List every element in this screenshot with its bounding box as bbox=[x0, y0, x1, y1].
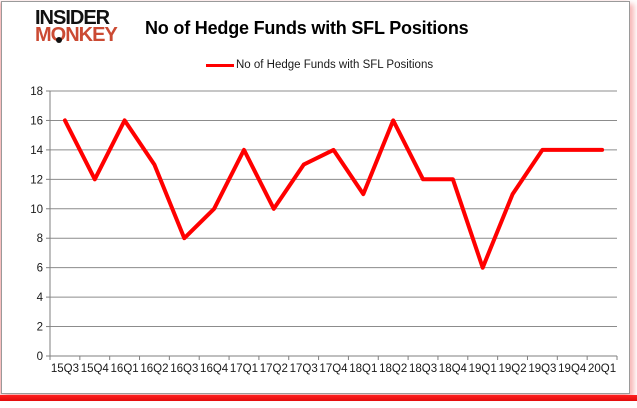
y-axis-label: 8 bbox=[37, 233, 43, 245]
x-axis-label: 19Q1 bbox=[469, 363, 497, 375]
x-axis-label: 18Q2 bbox=[379, 363, 407, 375]
series-line bbox=[62, 118, 605, 270]
chart-legend: No of Hedge Funds with SFL Positions bbox=[206, 59, 433, 71]
x-axis-label: 16Q4 bbox=[200, 363, 229, 375]
legend-label: No of Hedge Funds with SFL Positions bbox=[236, 59, 434, 71]
y-axis-label: 12 bbox=[30, 174, 43, 186]
y-axis-label: 16 bbox=[30, 115, 43, 127]
monkey-eye-icon bbox=[56, 37, 62, 43]
x-axis-label: 15Q4 bbox=[81, 363, 110, 375]
y-axis-label: 4 bbox=[37, 292, 44, 304]
x-axis-label: 16Q2 bbox=[140, 363, 168, 375]
y-axis-label: 6 bbox=[37, 263, 43, 275]
x-axis-label: 19Q2 bbox=[498, 363, 526, 375]
chart-title: No of Hedge Funds with SFL Positions bbox=[145, 18, 469, 38]
x-axis-label: 19Q4 bbox=[558, 363, 587, 375]
bottom-accent-bar bbox=[0, 395, 637, 401]
y-axis-label: 2 bbox=[37, 322, 43, 334]
x-axis-label: 17Q1 bbox=[230, 363, 258, 375]
x-axis-label: 20Q1 bbox=[588, 363, 616, 375]
y-axis-label: 10 bbox=[30, 204, 43, 216]
x-axis-label: 15Q3 bbox=[51, 363, 79, 375]
x-axis-label: 17Q2 bbox=[260, 363, 288, 375]
x-axis-label: 18Q3 bbox=[409, 363, 437, 375]
logo-text-insider: INSIDER bbox=[35, 7, 110, 29]
x-axis-label: 18Q4 bbox=[439, 363, 468, 375]
x-axis-label: 19Q3 bbox=[528, 363, 556, 375]
x-axis-label: 17Q3 bbox=[290, 363, 318, 375]
chart-card: INSIDER MONKEY No of Hedge Funds with SF… bbox=[1, 1, 630, 394]
y-axis-label: 14 bbox=[30, 145, 43, 157]
y-axis-label: 18 bbox=[30, 86, 43, 98]
legend-line-swatch bbox=[206, 63, 234, 67]
x-axis-label: 17Q4 bbox=[319, 363, 348, 375]
x-axis-label: 18Q1 bbox=[349, 363, 377, 375]
insider-monkey-logo: INSIDER MONKEY bbox=[35, 7, 125, 46]
x-axis-label: 16Q1 bbox=[111, 363, 139, 375]
x-axis-label: 16Q3 bbox=[170, 363, 198, 375]
y-axis-label: 0 bbox=[37, 351, 43, 363]
logo-text-monkey: MONKEY bbox=[35, 24, 118, 46]
